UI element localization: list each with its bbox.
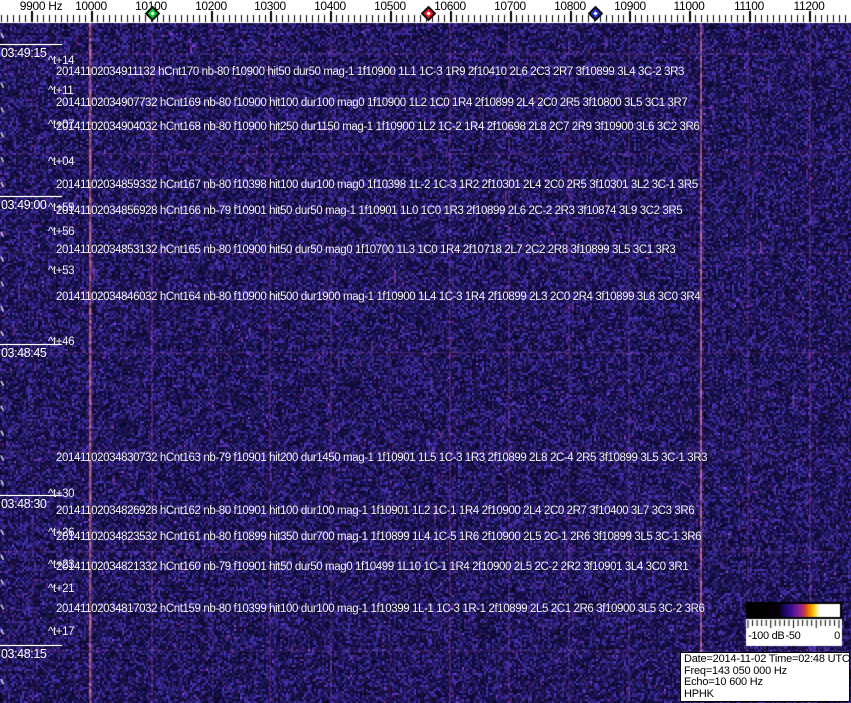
- time-label: 03:49:00: [0, 196, 62, 212]
- echo-time-marker: ^t+26: [48, 527, 75, 539]
- echo-time-marker: ^t+17: [48, 626, 75, 638]
- freq-tick-label: 10000: [75, 0, 107, 13]
- time-label-text: 03:48:45: [1, 346, 47, 360]
- echo-detail-line: 20141102034830732 hCnt163 nb-79 f10901 h…: [56, 452, 708, 464]
- echo-time-marker: ^t+46: [48, 336, 75, 348]
- freq-tick-label: 10600: [434, 0, 466, 13]
- echo-detail-line: 20141102034853132 hCnt165 nb-80 f10900 h…: [56, 244, 676, 256]
- time-label: 03:48:45: [0, 344, 62, 360]
- freq-tick-label: 9900 Hz: [19, 0, 63, 13]
- echo-time-marker: ^t+53: [48, 265, 75, 277]
- time-tick-line: [0, 44, 62, 45]
- db-colorbar-labels: -100 dB -50 0: [746, 630, 842, 645]
- time-label: 03:48:30: [0, 495, 62, 511]
- echo-detail-line: 20141102034821332 hCnt160 nb-79 f10901 h…: [56, 561, 689, 573]
- frequency-ruler: 9900 Hz100001010010200103001040010500106…: [0, 0, 851, 23]
- echo-time-marker: ^t+14: [48, 55, 75, 67]
- echo-time-marker: ^t+04: [48, 156, 75, 168]
- freq-tick-label: 10400: [314, 0, 346, 13]
- time-tick-line: [0, 344, 62, 345]
- freq-tick-label: 10200: [195, 0, 227, 13]
- freq-tick-label: 10800: [554, 0, 586, 13]
- echo-time-marker: ^t+56: [48, 226, 75, 238]
- echo-detail-line: 20141102034856928 hCnt166 nb-79 f10901 h…: [56, 205, 683, 217]
- echo-detail-line: 20141102034911132 hCnt170 nb-80 f10900 h…: [56, 66, 684, 78]
- time-tick-line: [0, 196, 62, 197]
- echo-time-marker: ^t+11: [48, 85, 74, 97]
- time-label-text: 03:48:15: [1, 647, 47, 661]
- freq-tick-label: 10500: [374, 0, 406, 13]
- info-station-id: HPHK: [684, 688, 714, 701]
- freq-tick-label: 10300: [254, 0, 286, 13]
- echo-detail-line: 20141102034859332 hCnt167 nb-80 f10398 h…: [56, 179, 698, 191]
- echo-detail-line: 20141102034907732 hCnt169 nb-80 f10900 h…: [56, 97, 688, 109]
- info-frequency: Freq=143 050 000 Hz: [684, 664, 787, 677]
- time-label: 03:48:15: [0, 645, 62, 661]
- status-info-box: Date=2014-11-02 Time=02:48 UTC Freq=143 …: [680, 652, 850, 702]
- freq-tick-label: 11100: [733, 0, 765, 13]
- time-label-text: 03:49:15: [1, 46, 47, 60]
- echo-detail-line: 20141102034846032 hCnt164 nb-80 f10900 h…: [56, 291, 701, 303]
- time-label: 03:49:15: [0, 44, 62, 60]
- freq-tick-label: 11200: [793, 0, 825, 13]
- echo-detail-line: 20141102034826928 hCnt162 nb-80 f10901 h…: [56, 505, 695, 517]
- echo-detail-line: 20141102034823532 hCnt161 nb-80 f10899 h…: [56, 531, 702, 543]
- time-label-text: 03:49:00: [1, 198, 47, 212]
- time-tick-line: [0, 495, 62, 496]
- freq-tick-label: 11000: [673, 0, 705, 13]
- time-label-text: 03:48:30: [1, 497, 47, 511]
- echo-time-marker: ^t+21: [48, 583, 75, 595]
- db-scale-min-label: -100 dB: [748, 630, 785, 642]
- echo-detail-line: 20141102034904032 hCnt168 nb-80 f10900 h…: [56, 121, 700, 133]
- db-scale-mid-label: -50: [785, 630, 801, 642]
- echo-time-marker: ^t+59: [48, 202, 75, 214]
- info-date-time: Date=2014-11-02 Time=02:48 UTC: [684, 653, 850, 665]
- echo-time-marker: ^t+23: [48, 559, 75, 571]
- echo-time-marker: ^t+07: [48, 119, 75, 131]
- db-scale-max-label: 0: [834, 630, 840, 642]
- freq-tick-label: 10900: [614, 0, 646, 13]
- freq-tick-label: 10700: [494, 0, 526, 13]
- info-echo-freq: Echo=10 600 Hz: [684, 676, 763, 689]
- time-tick-line: [0, 645, 62, 646]
- echo-detail-line: 20141102034817032 hCnt159 nb-80 f10399 h…: [56, 603, 705, 615]
- echo-time-marker: ^t+30: [48, 488, 75, 500]
